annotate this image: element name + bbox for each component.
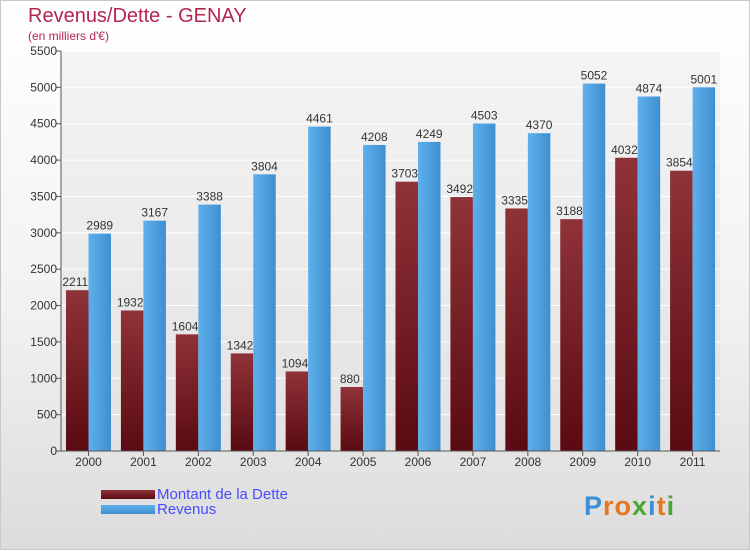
bar-revenue [582, 83, 606, 451]
y-tick-label: 0 [50, 444, 57, 458]
x-tick-label: 2003 [240, 455, 267, 469]
data-label-debt: 880 [340, 372, 360, 386]
data-label-debt: 4032 [611, 143, 638, 157]
y-tick-label: 2500 [30, 262, 57, 276]
y-tick-label: 500 [37, 408, 57, 422]
y-tick-label: 1000 [30, 371, 57, 385]
y-tick-label: 5500 [30, 44, 57, 58]
bar-debt [175, 334, 199, 451]
bar-debt [615, 157, 638, 451]
data-label-debt: 1342 [227, 338, 254, 352]
y-tick-label: 3000 [30, 226, 57, 240]
logo-letter: x [632, 491, 649, 521]
proxiti-logo: Proxiti [584, 491, 675, 522]
bar-revenue [88, 233, 111, 451]
data-label-revenue: 5001 [690, 72, 717, 86]
bar-debt [66, 290, 89, 451]
legend: Montant de la Dette Revenus [101, 486, 288, 518]
bar-revenue [143, 220, 166, 451]
bar-debt [120, 310, 144, 451]
x-tick-label: 2006 [405, 455, 432, 469]
bar-debt [505, 208, 528, 451]
x-tick-label: 2005 [350, 455, 377, 469]
data-label-revenue: 4461 [306, 112, 333, 126]
bar-debt [450, 197, 473, 451]
logo-letter: o [614, 491, 633, 521]
data-label-debt: 2211 [62, 275, 88, 289]
bar-debt [670, 170, 693, 451]
bar-debt [340, 387, 364, 451]
data-label-revenue: 3167 [141, 206, 168, 220]
logo-letter: i [666, 491, 676, 521]
bar-revenue [527, 133, 551, 451]
bar-debt [395, 181, 418, 451]
data-label-debt: 1094 [282, 356, 309, 370]
y-tick-label: 4500 [30, 117, 57, 131]
legend-label-debt: Montant de la Dette [157, 486, 288, 503]
data-label-revenue: 4370 [526, 118, 553, 132]
bar-debt [230, 353, 254, 451]
x-tick-label: 2008 [514, 455, 541, 469]
data-label-revenue: 4874 [636, 82, 663, 96]
data-label-debt: 3188 [556, 204, 583, 218]
x-tick-label: 2007 [460, 455, 487, 469]
data-label-revenue: 2989 [86, 219, 113, 233]
data-label-debt: 3492 [446, 182, 473, 196]
data-label-revenue: 4208 [361, 130, 388, 144]
bar-revenue [418, 141, 441, 451]
data-label-debt: 3854 [666, 156, 693, 170]
bar-revenue [363, 144, 386, 452]
y-tick-label: 1500 [30, 335, 57, 349]
logo-letter: i [648, 491, 657, 521]
logo-letter: P [584, 491, 604, 521]
x-tick-label: 2011 [680, 455, 706, 469]
x-tick-label: 2001 [130, 455, 157, 469]
data-label-revenue: 3388 [196, 190, 223, 204]
x-tick-label: 2004 [295, 455, 322, 469]
y-tick-label: 2000 [30, 299, 57, 313]
data-label-debt: 1604 [172, 319, 199, 333]
chart-title: Revenus/Dette - GENAY [28, 5, 247, 27]
y-tick-label: 4000 [30, 153, 57, 167]
data-label-revenue: 4503 [471, 109, 498, 123]
x-tick-label: 2009 [569, 455, 596, 469]
bar-revenue [472, 123, 496, 451]
legend-swatch-debt [101, 490, 155, 499]
data-label-revenue: 5052 [581, 69, 608, 83]
bar-revenue [253, 174, 276, 451]
data-label-revenue: 3804 [251, 159, 278, 173]
bar-revenue [198, 204, 221, 451]
x-tick-label: 2010 [624, 455, 651, 469]
data-label-debt: 3335 [501, 193, 528, 207]
bar-revenue [308, 126, 331, 452]
x-tick-label: 2000 [75, 455, 102, 469]
chart-subtitle: (en milliers d'€) [28, 29, 109, 43]
plot-area [61, 51, 720, 451]
legend-label-revenue: Revenus [157, 501, 217, 518]
bar-debt [560, 219, 583, 451]
logo-letter: t [656, 491, 667, 521]
legend-swatch-revenue [101, 505, 155, 514]
data-label-debt: 3703 [391, 167, 418, 181]
bar-revenue [692, 87, 716, 452]
bar-revenue [637, 96, 661, 451]
data-label-debt: 1932 [117, 295, 144, 309]
x-tick-label: 2002 [185, 455, 212, 469]
logo-letter: r [603, 491, 615, 521]
y-tick-label: 5000 [30, 80, 57, 94]
legend-item-revenue: Revenus [101, 501, 288, 518]
legend-item-debt: Montant de la Dette [101, 486, 288, 503]
data-label-revenue: 4249 [416, 127, 443, 141]
bar-debt [285, 371, 309, 451]
y-tick-label: 3500 [30, 189, 57, 203]
